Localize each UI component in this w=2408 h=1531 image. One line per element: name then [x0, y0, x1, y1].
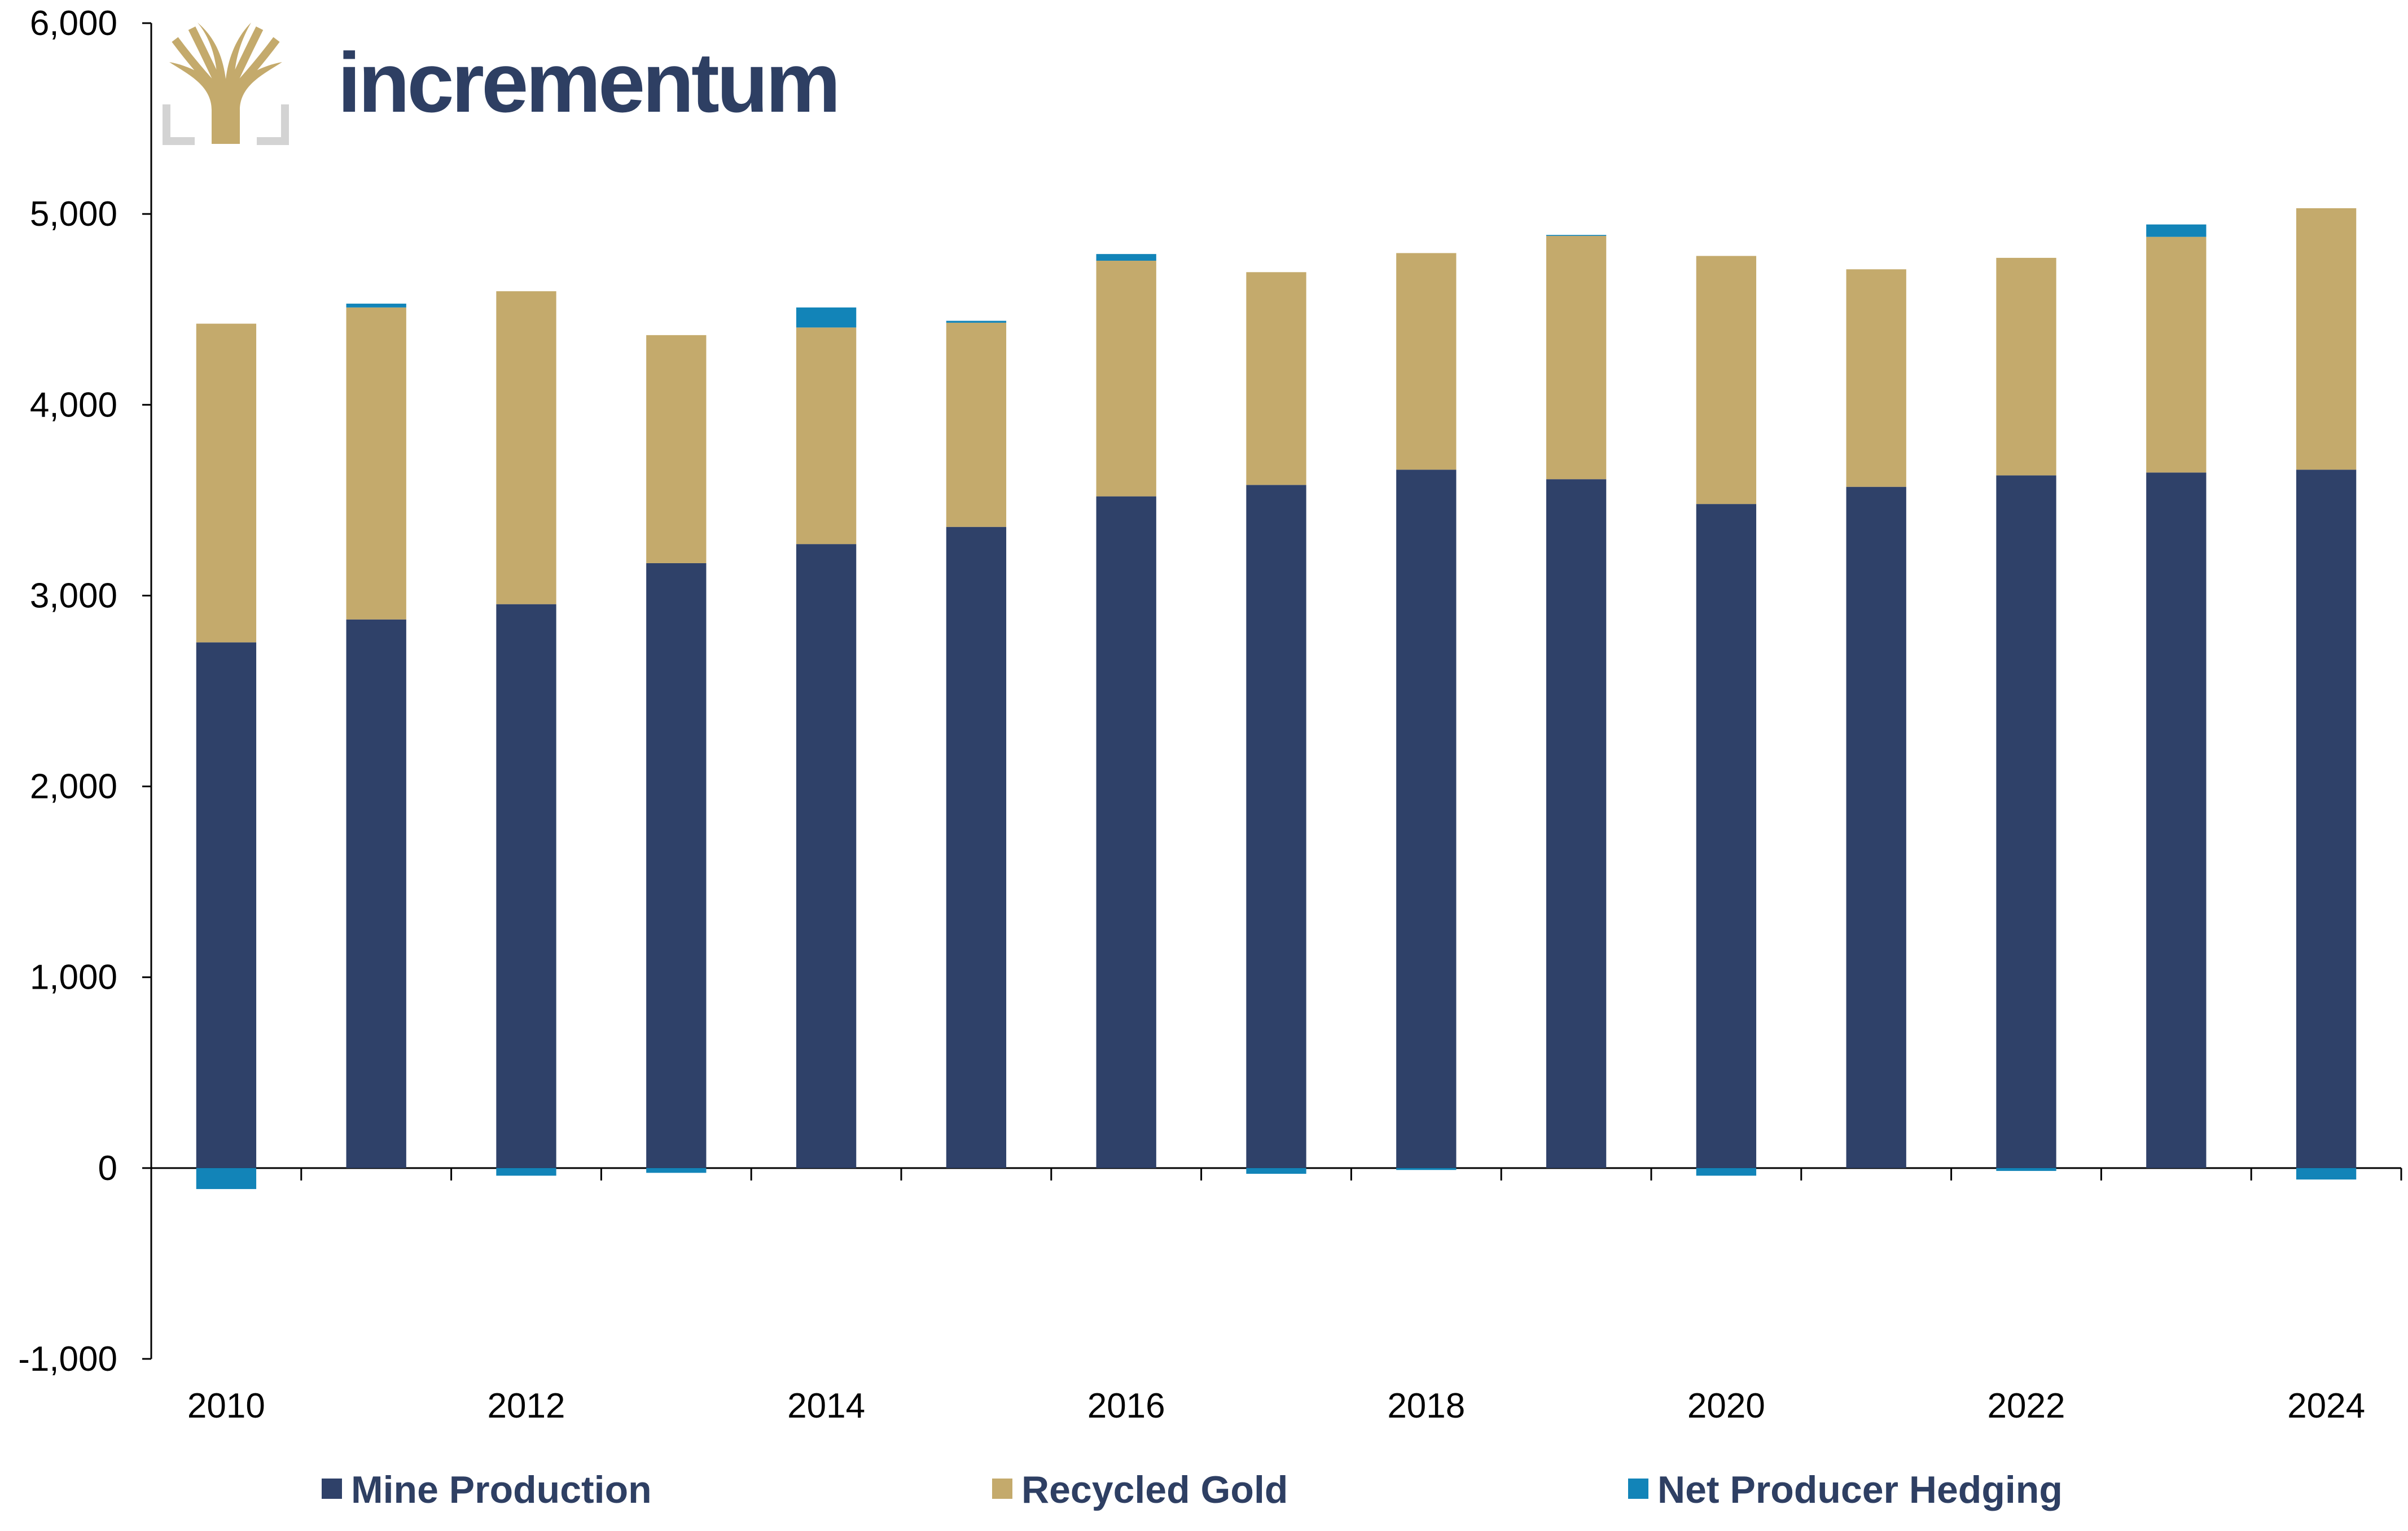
bar-mine-2015	[946, 527, 1007, 1168]
bar-recycled-2020	[1696, 256, 1757, 505]
bar-hedging-2022	[1996, 1168, 2056, 1171]
x-tick-label: 2024	[2287, 1387, 2365, 1425]
bar-hedging-2020	[1696, 1168, 1757, 1176]
bar-mine-2013	[646, 563, 707, 1168]
bar-hedging-2019	[1546, 235, 1607, 236]
x-tick-label: 2022	[1988, 1387, 2065, 1425]
y-tick-label: 6,000	[30, 4, 117, 43]
bar-mine-2011	[346, 619, 406, 1168]
bar-mine-2010	[196, 642, 257, 1168]
y-tick-label: 1,000	[30, 958, 117, 997]
chart-bars	[196, 208, 2357, 1190]
bar-mine-2014	[796, 544, 857, 1168]
bar-recycled-2021	[1846, 269, 1906, 487]
bar-mine-2023	[2146, 472, 2207, 1168]
y-tick-label: 0	[98, 1149, 117, 1188]
chart-tick-labels: 6,000 5,000 4,000 3,000 2,000 1,000 0 -1,000 201…	[18, 4, 2365, 1425]
y-tick-label: 2,000	[30, 767, 117, 806]
y-tick-label: 5,000	[30, 195, 117, 234]
x-tick-label: 2016	[1087, 1387, 1165, 1425]
bar-recycled-2011	[346, 307, 406, 620]
bar-hedging-2017	[1246, 1168, 1306, 1174]
bar-recycled-2012	[496, 291, 556, 604]
x-tick-label: 2020	[1687, 1387, 1765, 1425]
y-tick-label: -1,000	[18, 1340, 117, 1379]
y-tick-label: 4,000	[30, 385, 117, 424]
y-tick-label: 3,000	[30, 576, 117, 615]
bar-recycled-2016	[1096, 260, 1156, 497]
bar-recycled-2017	[1246, 272, 1306, 485]
legend-swatch-recycled	[992, 1479, 1012, 1499]
bar-mine-2017	[1246, 485, 1306, 1168]
logo-branch	[223, 37, 280, 102]
bar-mine-2024	[2296, 470, 2357, 1168]
bar-recycled-2024	[2296, 208, 2357, 470]
bar-hedging-2011	[346, 304, 406, 308]
bar-recycled-2014	[796, 327, 857, 545]
bar-hedging-2012	[496, 1168, 556, 1176]
bar-hedging-2010	[196, 1168, 257, 1190]
bar-hedging-2024	[2296, 1168, 2357, 1180]
legend-label-recycled: Recycled Gold	[1021, 1468, 1288, 1511]
bar-recycled-2018	[1396, 253, 1457, 470]
bar-mine-2018	[1396, 470, 1457, 1168]
bar-mine-2019	[1546, 479, 1607, 1168]
legend-label-hedging: Net Producer Hedging	[1657, 1468, 2063, 1511]
bar-mine-2022	[1996, 475, 2056, 1168]
x-tick-label: 2012	[488, 1387, 565, 1425]
bar-mine-2020	[1696, 504, 1757, 1168]
bar-recycled-2010	[196, 323, 257, 643]
logo-branch	[188, 26, 230, 100]
bar-mine-2012	[496, 604, 556, 1168]
bar-recycled-2015	[946, 322, 1007, 527]
bar-hedging-2015	[946, 321, 1007, 323]
bar-mine-2016	[1096, 496, 1156, 1168]
legend-label-mine: Mine Production	[351, 1468, 652, 1511]
x-tick-label: 2014	[787, 1387, 865, 1425]
bar-hedging-2016	[1096, 254, 1156, 261]
bar-hedging-2023	[2146, 224, 2207, 237]
bar-recycled-2023	[2146, 236, 2207, 473]
x-tick-label: 2010	[187, 1387, 265, 1425]
bar-hedging-2014	[796, 307, 857, 328]
brand-wordmark: incrementum	[337, 35, 838, 130]
bar-mine-2021	[1846, 486, 1906, 1168]
bar-recycled-2019	[1546, 236, 1607, 480]
bar-hedging-2013	[646, 1168, 707, 1173]
x-tick-label: 2018	[1387, 1387, 1465, 1425]
bar-recycled-2022	[1996, 257, 2056, 476]
tree-logo-icon	[163, 23, 289, 145]
legend-swatch-mine	[322, 1479, 342, 1499]
chart-legend: Mine Production Recycled Gold Net Producer…	[322, 1468, 2063, 1511]
legend-swatch-hedging	[1628, 1479, 1648, 1499]
incrementum-logo: incrementum	[163, 23, 841, 145]
bar-hedging-2018	[1396, 1168, 1457, 1170]
bar-recycled-2013	[646, 335, 707, 563]
